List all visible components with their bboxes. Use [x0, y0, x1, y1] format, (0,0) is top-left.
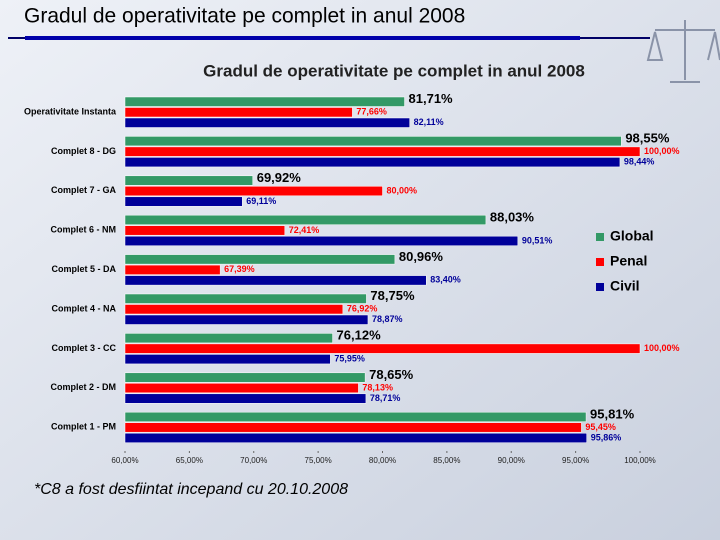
y-tick-label: Complet 8 - DG	[51, 146, 116, 156]
y-tick-label: Complet 4 - NA	[51, 303, 116, 313]
bar	[124, 393, 367, 404]
bar	[124, 186, 383, 197]
bar	[124, 117, 410, 128]
bar	[124, 383, 359, 394]
bar	[124, 136, 622, 147]
value-label: 76,92%	[347, 304, 378, 314]
bar	[124, 354, 331, 365]
bar	[124, 422, 582, 433]
bar	[124, 372, 366, 383]
bar	[124, 107, 353, 118]
bar	[124, 157, 621, 168]
value-label: 75,95%	[334, 354, 365, 364]
value-label: 78,13%	[362, 382, 393, 392]
value-label: 100,00%	[644, 146, 680, 156]
x-tick-label: 95,00%	[562, 456, 589, 465]
legend-label: Civil	[610, 278, 640, 294]
value-label: 78,75%	[370, 288, 415, 303]
bar	[124, 304, 344, 315]
value-label: 76,12%	[337, 328, 382, 343]
chart-title: Gradul de operativitate pe complet in an…	[203, 61, 585, 80]
y-tick-label: Operativitate Instanta	[24, 106, 117, 116]
value-label: 69,92%	[257, 170, 302, 185]
value-label: 95,81%	[590, 406, 635, 421]
footnote: *C8 a fost desfiintat incepand cu 20.10.…	[34, 481, 348, 498]
bar	[124, 175, 253, 186]
legend-label: Global	[610, 228, 654, 244]
bar	[124, 254, 396, 265]
value-label: 100,00%	[644, 343, 680, 353]
y-tick-label: Complet 5 - DA	[51, 264, 116, 274]
bar	[124, 275, 427, 286]
bar	[124, 96, 405, 107]
x-tick-label: 65,00%	[176, 456, 203, 465]
x-tick-label: 75,00%	[305, 456, 332, 465]
value-label: 80,00%	[387, 185, 418, 195]
scales-icon	[646, 20, 720, 83]
value-label: 88,03%	[490, 209, 535, 224]
legend-swatch	[596, 283, 604, 291]
y-tick-label: Complet 6 - NM	[50, 225, 116, 235]
bar	[124, 225, 286, 236]
y-tick-label: Complet 3 - CC	[51, 343, 116, 353]
value-label: 83,40%	[430, 275, 461, 285]
x-tick-label: 70,00%	[240, 456, 267, 465]
value-label: 78,71%	[370, 393, 401, 403]
value-label: 95,86%	[591, 432, 622, 442]
bar	[124, 432, 587, 443]
value-label: 81,71%	[409, 91, 454, 106]
bar	[124, 264, 221, 275]
value-label: 82,11%	[414, 117, 444, 127]
value-label: 78,87%	[372, 314, 403, 324]
legend-swatch	[596, 233, 604, 241]
x-tick-label: 60,00%	[111, 456, 138, 465]
bar	[124, 146, 641, 157]
legend-label: Penal	[610, 253, 647, 269]
x-tick-label: 85,00%	[433, 456, 460, 465]
bar	[124, 411, 587, 422]
y-tick-label: Complet 2 - DM	[50, 382, 116, 392]
bar	[124, 214, 487, 225]
value-label: 72,41%	[289, 225, 320, 235]
y-tick-label: Complet 1 - PM	[51, 422, 116, 432]
value-label: 80,96%	[399, 249, 444, 264]
value-label: 98,55%	[625, 131, 670, 146]
bar	[124, 343, 641, 354]
x-tick-label: 100,00%	[624, 456, 656, 465]
bar	[124, 333, 333, 344]
bar	[124, 314, 369, 325]
value-label: 67,39%	[224, 264, 255, 274]
x-tick-label: 90,00%	[498, 456, 525, 465]
value-label: 98,44%	[624, 157, 655, 167]
x-tick-label: 80,00%	[369, 456, 396, 465]
bar	[124, 235, 519, 246]
slide-title: Gradul de operativitate pe complet in an…	[24, 5, 465, 28]
value-label: 69,11%	[246, 196, 276, 206]
value-label: 95,45%	[585, 422, 616, 432]
value-label: 90,51%	[522, 235, 553, 245]
y-tick-label: Complet 7 - GA	[51, 185, 117, 195]
value-label: 77,66%	[356, 107, 387, 117]
value-label: 78,65%	[369, 367, 414, 382]
bar	[124, 293, 367, 304]
bar	[124, 196, 243, 207]
legend-swatch	[596, 258, 604, 266]
